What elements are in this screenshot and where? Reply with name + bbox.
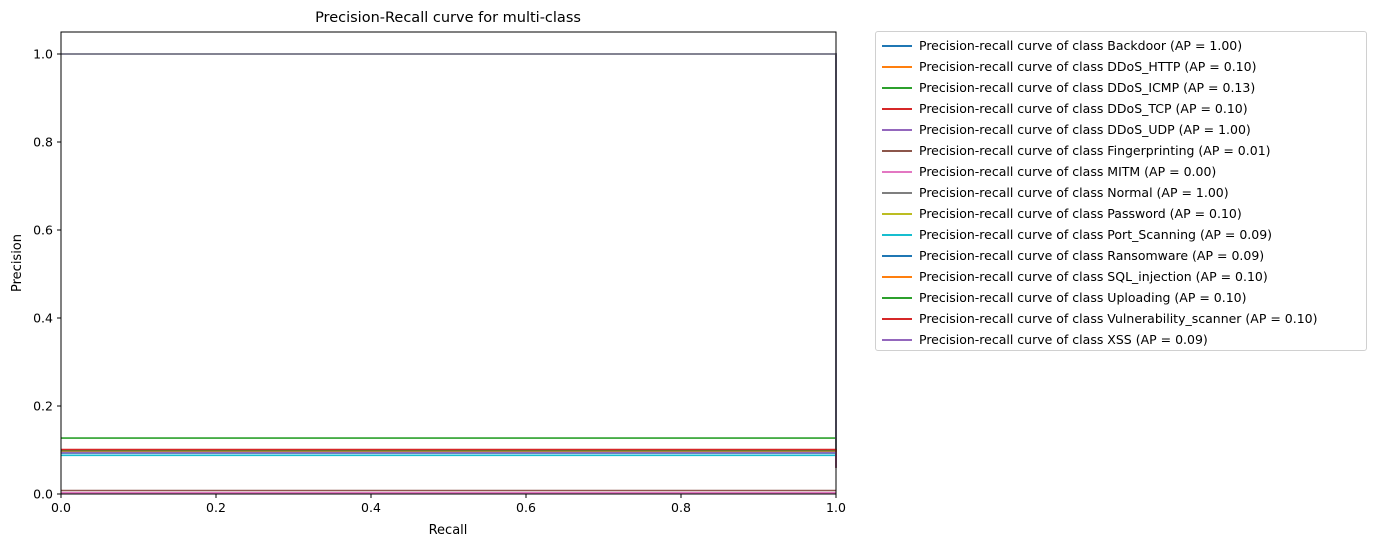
legend-item: Precision-recall curve of class XSS (AP … <box>876 330 1366 350</box>
legend-item: Precision-recall curve of class MITM (AP… <box>876 162 1366 182</box>
y-tick-label-4: 0.8 <box>33 135 53 150</box>
legend-label: Precision-recall curve of class DDoS_HTT… <box>919 59 1257 74</box>
legend-swatch <box>882 129 912 131</box>
legend-label: Precision-recall curve of class Uploadin… <box>919 290 1247 305</box>
legend-label: Precision-recall curve of class MITM (AP… <box>919 164 1217 179</box>
legend-swatch <box>882 213 912 215</box>
x-tick-label-0: 0.0 <box>51 500 71 515</box>
plot-area <box>60 31 837 495</box>
legend-item: Precision-recall curve of class Uploadin… <box>876 288 1366 308</box>
x-tick-label-4: 0.8 <box>671 500 691 515</box>
legend-item: Precision-recall curve of class DDoS_UDP… <box>876 120 1366 140</box>
legend-label: Precision-recall curve of class DDoS_TCP… <box>919 101 1248 116</box>
chart-title: Precision-Recall curve for multi-class <box>315 10 581 26</box>
legend-label: Precision-recall curve of class Backdoor… <box>919 38 1243 53</box>
legend: Precision-recall curve of class Backdoor… <box>875 31 1367 351</box>
x-tick-label-3: 0.6 <box>516 500 536 515</box>
legend-swatch <box>882 339 912 341</box>
y-tick-label-1: 0.2 <box>33 399 53 414</box>
legend-label: Precision-recall curve of class XSS (AP … <box>919 332 1208 347</box>
plot-frame <box>61 32 836 494</box>
y-axis: 0.0 0.2 0.4 0.6 0.8 1.0 <box>33 47 61 502</box>
x-tick-label-2: 0.4 <box>361 500 381 515</box>
legend-swatch <box>882 45 912 47</box>
legend-item: Precision-recall curve of class Backdoor… <box>876 36 1366 56</box>
pr-chart: Precision-Recall curve for multi-class 0… <box>10 10 846 538</box>
legend-label: Precision-recall curve of class Password… <box>919 206 1242 221</box>
legend-item: Precision-recall curve of class DDoS_TCP… <box>876 99 1366 119</box>
legend-item: Precision-recall curve of class DDoS_ICM… <box>876 78 1366 98</box>
y-axis-label: Precision <box>10 234 25 292</box>
legend-swatch <box>882 297 912 299</box>
legend-item: Precision-recall curve of class Ransomwa… <box>876 246 1366 266</box>
y-tick-label-5: 1.0 <box>33 47 53 62</box>
legend-swatch <box>882 108 912 110</box>
legend-item: Precision-recall curve of class Normal (… <box>876 183 1366 203</box>
legend-swatch <box>882 318 912 320</box>
legend-label: Precision-recall curve of class Port_Sca… <box>919 227 1273 242</box>
legend-item: Precision-recall curve of class Port_Sca… <box>876 225 1366 245</box>
legend-label: Precision-recall curve of class Ransomwa… <box>919 248 1265 263</box>
legend-swatch <box>882 255 912 257</box>
legend-swatch <box>882 276 912 278</box>
legend-item: Precision-recall curve of class Password… <box>876 204 1366 224</box>
x-tick-label-1: 0.2 <box>206 500 226 515</box>
x-tick-label-5: 1.0 <box>826 500 846 515</box>
x-axis: 0.0 0.2 0.4 0.6 0.8 1.0 <box>51 494 846 515</box>
legend-label: Precision-recall curve of class SQL_inje… <box>919 269 1268 284</box>
legend-item: Precision-recall curve of class Fingerpr… <box>876 141 1366 161</box>
legend-swatch <box>882 66 912 68</box>
legend-label: Precision-recall curve of class Fingerpr… <box>919 143 1271 158</box>
plot-border <box>60 31 837 495</box>
legend-swatch <box>882 192 912 194</box>
y-tick-label-3: 0.6 <box>33 223 53 238</box>
legend-swatch <box>882 150 912 152</box>
legend-label: Precision-recall curve of class Vulnerab… <box>919 311 1318 326</box>
y-tick-label-2: 0.4 <box>33 311 53 326</box>
legend-swatch <box>882 171 912 173</box>
legend-swatch <box>882 234 912 236</box>
legend-label: Precision-recall curve of class DDoS_UDP… <box>919 122 1251 137</box>
legend-label: Precision-recall curve of class Normal (… <box>919 185 1229 200</box>
legend-item: Precision-recall curve of class DDoS_HTT… <box>876 57 1366 77</box>
y-tick-label-0: 0.0 <box>33 487 53 502</box>
legend-item: Precision-recall curve of class SQL_inje… <box>876 267 1366 287</box>
x-axis-label: Recall <box>429 523 468 538</box>
legend-label: Precision-recall curve of class DDoS_ICM… <box>919 80 1256 95</box>
legend-item: Precision-recall curve of class Vulnerab… <box>876 309 1366 329</box>
legend-swatch <box>882 87 912 89</box>
